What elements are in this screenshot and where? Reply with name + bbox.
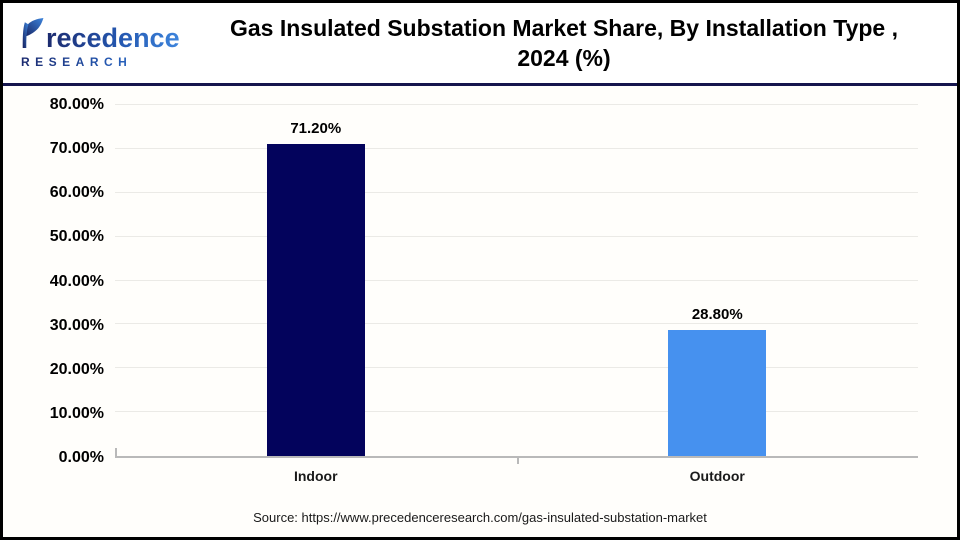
precedence-research-logo: recedence RESEARCH bbox=[3, 17, 181, 69]
x-label-indoor: Indoor bbox=[293, 468, 338, 484]
x-label-outdoor: Outdoor bbox=[689, 468, 745, 484]
chart-area: 0.00% 10.00% 20.00% 30.00% 40.00% 50.00% 60.00… bbox=[3, 86, 957, 537]
chart-title-line2: 2024 (%) bbox=[517, 45, 611, 71]
y-tick-label: 30.00% bbox=[49, 316, 104, 334]
y-tick-label: 10.00% bbox=[49, 404, 104, 422]
y-tick-label: 0.00% bbox=[58, 449, 104, 466]
value-label-indoor: 71.20% bbox=[290, 119, 342, 137]
y-tick-label: 70.00% bbox=[49, 140, 104, 158]
y-tick-label: 80.00% bbox=[49, 96, 104, 113]
gridline bbox=[115, 367, 918, 369]
plot-area: 71.20% 28.80% bbox=[115, 104, 918, 464]
logo-brand-row: recedence bbox=[19, 17, 181, 53]
category-divider-tick bbox=[516, 458, 519, 464]
y-tick-label: 60.00% bbox=[49, 184, 104, 202]
leaf-p-logo-icon bbox=[19, 17, 45, 52]
x-labels: Indoor Outdoor bbox=[115, 468, 918, 488]
chart-title: Gas Insulated Substation Market Share, B… bbox=[181, 13, 957, 73]
logo-brand-name: recedence bbox=[46, 22, 180, 53]
bar-indoor bbox=[266, 143, 365, 456]
bar-outdoor bbox=[668, 329, 767, 456]
y-tick-label: 20.00% bbox=[49, 360, 104, 378]
value-label-outdoor: 28.80% bbox=[691, 305, 743, 323]
gridline bbox=[115, 104, 918, 105]
gridline bbox=[115, 147, 918, 149]
logo-brand-subtitle: RESEARCH bbox=[19, 55, 181, 69]
gridline bbox=[115, 323, 918, 325]
axis-start-tick bbox=[115, 448, 117, 456]
gridline bbox=[115, 279, 918, 281]
source-line: Source: https://www.precedenceresearch.c… bbox=[253, 510, 707, 525]
gridline bbox=[115, 235, 918, 237]
chart-title-line1: Gas Insulated Substation Market Share, B… bbox=[229, 15, 898, 41]
y-tick-label: 50.00% bbox=[49, 228, 104, 246]
header: recedence RESEARCH Gas Insulated Substat… bbox=[3, 3, 957, 83]
gridline bbox=[115, 411, 918, 413]
header-divider bbox=[3, 83, 957, 86]
y-tick-label: 40.00% bbox=[49, 272, 104, 290]
y-axis: 0.00% 10.00% 20.00% 30.00% 40.00% 50.00% 60.00… bbox=[3, 96, 104, 466]
gridline bbox=[115, 191, 918, 193]
